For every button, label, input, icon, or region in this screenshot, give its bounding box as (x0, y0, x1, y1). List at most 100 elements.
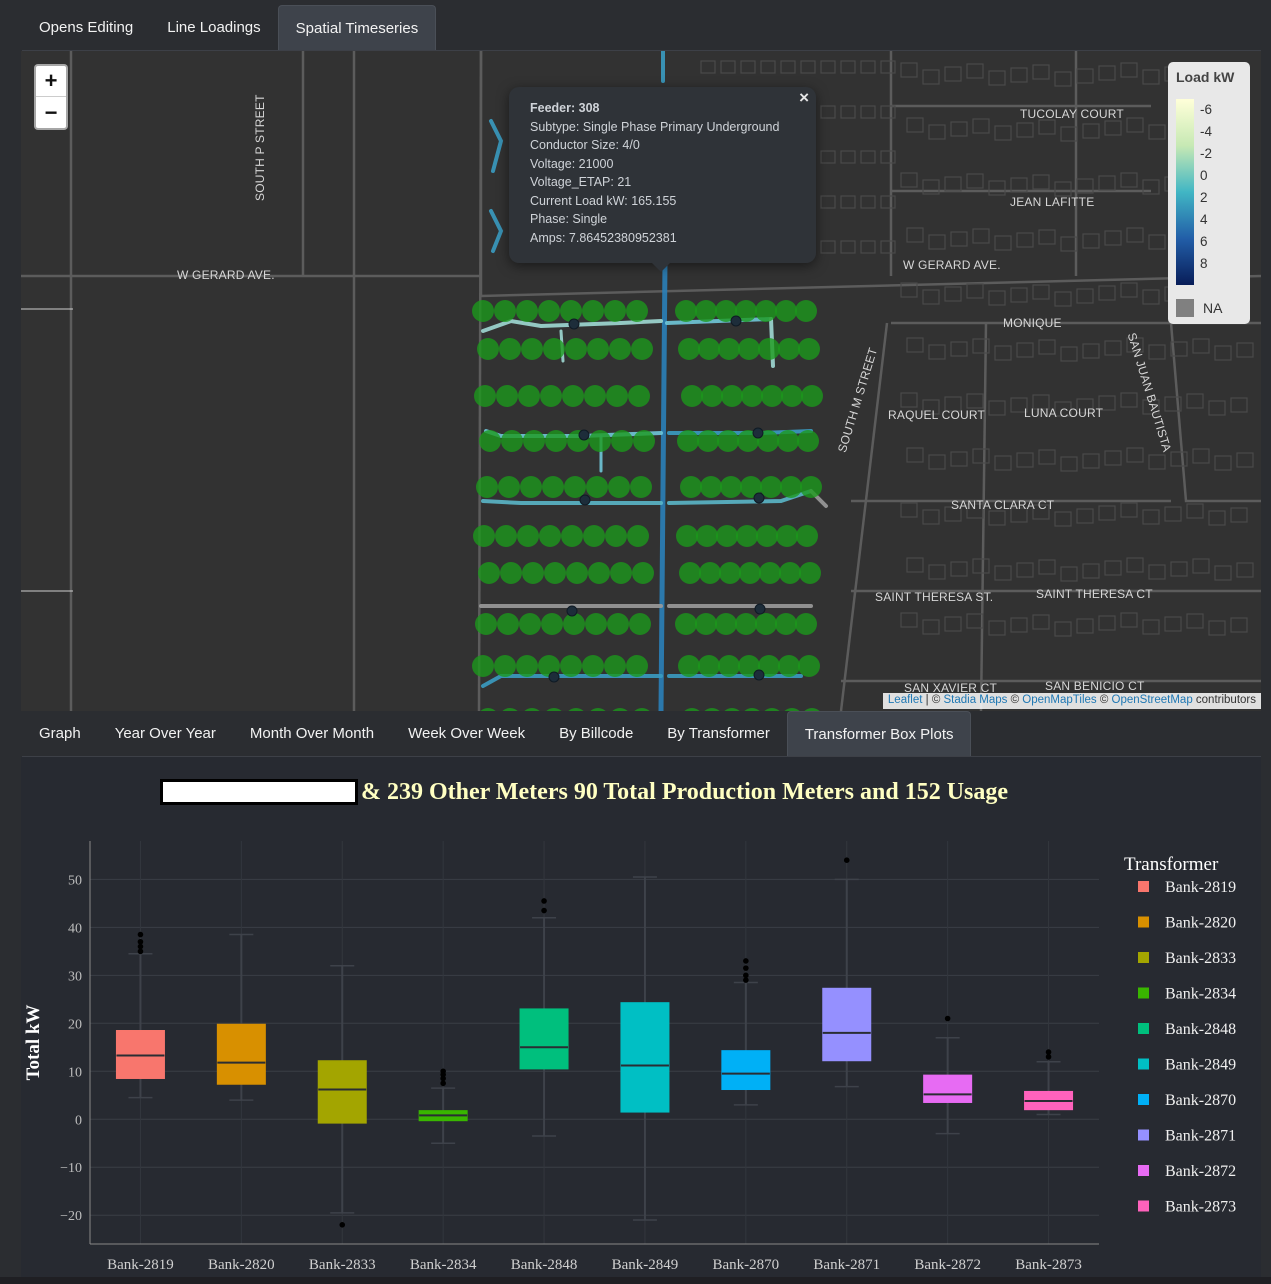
box-iqr (317, 1060, 367, 1124)
legend-color-ramp (1176, 99, 1194, 285)
y-axis-label: Total kW (23, 1005, 44, 1081)
box-bank-2871[interactable] (822, 857, 872, 1088)
legend-swatch (1138, 1058, 1149, 1070)
attribution-sep: © (1007, 694, 1023, 706)
tab-by-transformer[interactable]: By Transformer (667, 725, 770, 742)
outlier-point (137, 938, 144, 945)
attribution-sep: © (1096, 694, 1112, 706)
box-bank-2848[interactable] (519, 898, 569, 1137)
attribution-tail: contributors (1192, 694, 1256, 706)
x-tick-label: Bank-2820 (208, 1257, 275, 1273)
legend-item-bank-2870[interactable]: Bank-2870 (1138, 1092, 1236, 1109)
tab-line-loadings[interactable]: Line Loadings (167, 19, 261, 36)
box-bank-2833[interactable] (317, 964, 367, 1228)
legend-label: Bank-2872 (1165, 1163, 1236, 1180)
legend-item-bank-2819[interactable]: Bank-2819 (1138, 879, 1236, 896)
legend-swatch (1138, 1094, 1149, 1105)
outlier-point (743, 977, 749, 983)
zoom-in-button[interactable]: + (36, 66, 66, 97)
legend-item-bank-2848[interactable]: Bank-2848 (1138, 1021, 1236, 1038)
outlier-point (1045, 1054, 1052, 1060)
box-bank-2834[interactable] (418, 1068, 468, 1144)
legend-swatch (1138, 987, 1149, 999)
box-iqr (822, 987, 872, 1062)
popup-close-button[interactable]: × (799, 88, 809, 107)
legend-label: Bank-2819 (1165, 879, 1236, 896)
outlier-point (743, 965, 749, 971)
legend-tick: -6 (1200, 102, 1213, 117)
street-label-san-xavier: SAN XAVIER CT (904, 681, 998, 695)
legend-swatch (1138, 952, 1149, 963)
box-bank-2849[interactable] (620, 876, 670, 1221)
outlier-point (440, 1080, 446, 1087)
y-tick-label: 10 (68, 1065, 82, 1080)
outlier-point (440, 1075, 446, 1082)
tab-by-billcode[interactable]: By Billcode (559, 725, 634, 742)
popup-line-phase: Phase: Single (530, 212, 608, 226)
legend-item-bank-2873[interactable]: Bank-2873 (1138, 1199, 1236, 1216)
outlier-point (137, 948, 144, 955)
x-tick-label: Bank-2872 (914, 1257, 981, 1273)
x-tick-label: Bank-2873 (1015, 1257, 1082, 1273)
street-label-raquel: RAQUEL COURT (888, 408, 986, 422)
chart-title-row: & 239 Other Meters 90 Total Production M… (160, 777, 1008, 807)
tab-year-over-year[interactable]: Year Over Year (114, 725, 216, 742)
legend-label: Bank-2834 (1165, 986, 1236, 1003)
meter-layer (472, 300, 823, 711)
y-tick-label: −20 (60, 1209, 82, 1224)
building-layer (700, 60, 1254, 637)
box-bank-2820[interactable] (216, 933, 266, 1101)
outlier-point (440, 1068, 446, 1075)
outlier-point (137, 931, 144, 938)
map-canvas[interactable] (21, 51, 1261, 711)
outlier-point (339, 1222, 346, 1228)
legend-item-bank-2833[interactable]: Bank-2833 (1138, 950, 1236, 967)
legend-item-bank-2849[interactable]: Bank-2849 (1138, 1057, 1236, 1074)
outlier-point (743, 972, 749, 979)
tab-spatial-timeseries[interactable]: Spatial Timeseries (277, 5, 437, 50)
legend-na-label: NA (1203, 300, 1223, 316)
street-label-w-gerard-east: W GERARD AVE. (903, 258, 1001, 272)
attribution-omt-link[interactable]: OpenMapTiles (1022, 694, 1097, 706)
popup-line-subtype: Subtype: Single Phase Primary Undergroun… (530, 119, 780, 134)
legend-item-bank-2820[interactable]: Bank-2820 (1138, 915, 1236, 932)
legend-item-bank-2834[interactable]: Bank-2834 (1138, 986, 1236, 1003)
redacted-meter-name (160, 779, 358, 805)
attribution-stadia-link[interactable]: Stadia Maps (943, 694, 1008, 706)
outlier-point (137, 943, 144, 950)
box-bank-2872[interactable] (923, 1015, 973, 1135)
legend-label: Bank-2873 (1165, 1199, 1236, 1216)
y-tick-label: 50 (68, 873, 82, 888)
attribution-osm-link[interactable]: OpenStreetMap (1111, 694, 1193, 706)
map-view[interactable]: SOUTH P STREET W GERARD AVE. TUCOLAY COU… (21, 51, 1261, 711)
box-bank-2819[interactable] (115, 931, 165, 1099)
outlier-point (944, 1015, 951, 1022)
street-label-jean-lafitte: JEAN LAFITTE (1010, 195, 1095, 209)
legend-item-bank-2871[interactable]: Bank-2871 (1138, 1128, 1236, 1145)
y-tick-label: 20 (68, 1017, 82, 1032)
tab-month-over-month[interactable]: Month Over Month (249, 725, 375, 742)
x-tick-label: Bank-2871 (813, 1257, 880, 1273)
box-bank-2870[interactable] (721, 958, 771, 1106)
box-plot-chart: −20 −10 0 10 20 30 40 50 Total kW Bank-2819 Bank-2… (23, 841, 1236, 1273)
zoom-out-button[interactable]: − (44, 99, 58, 125)
attribution-leaflet-link[interactable]: Leaflet (887, 694, 923, 706)
x-tick-label: Bank-2849 (612, 1257, 679, 1273)
tab-graph[interactable]: Graph (39, 725, 81, 742)
street-label-monique: MONIQUE (1003, 316, 1062, 330)
tab-transformer-box-plots[interactable]: Transformer Box Plots (786, 711, 972, 756)
box-bank-2873[interactable] (1024, 1049, 1074, 1116)
top-tab-bar: Opens Editing Line Loadings Spatial Timese… (22, 5, 1261, 51)
outlier-point (1045, 1049, 1052, 1055)
box-iqr (519, 1008, 569, 1070)
street-label-w-gerard-west: W GERARD AVE. (177, 268, 275, 282)
legend-item-bank-2872[interactable]: Bank-2872 (1138, 1163, 1236, 1180)
tab-week-over-week[interactable]: Week Over Week (408, 725, 526, 742)
legend-label: Bank-2849 (1165, 1057, 1236, 1074)
legend-label: Bank-2833 (1165, 950, 1236, 967)
street-label-tucolay: TUCOLAY COURT (1020, 107, 1124, 121)
x-tick-label: Bank-2870 (713, 1257, 780, 1273)
tab-opens-editing[interactable]: Opens Editing (39, 19, 134, 36)
legend-swatch (1138, 1023, 1149, 1034)
x-tick-label: Bank-2819 (107, 1257, 174, 1273)
